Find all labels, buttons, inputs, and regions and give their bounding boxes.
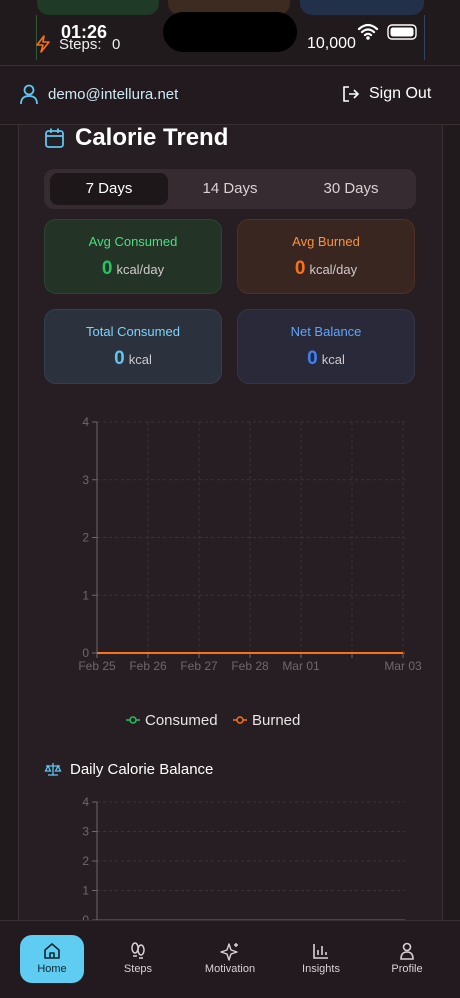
nav-item[interactable]: Steps — [106, 935, 170, 983]
nav-icon — [131, 942, 145, 959]
x-tick-label: Feb 28 — [231, 659, 269, 673]
y-tick-label: 1 — [82, 588, 89, 602]
stat-label: Avg Consumed — [88, 234, 178, 249]
section-title: Calorie Trend — [75, 124, 229, 151]
range-tab[interactable]: 7 Days — [50, 173, 168, 205]
stat-label: Avg Burned — [292, 234, 360, 249]
legend-label: Burned — [252, 712, 300, 729]
legend-label: Consumed — [145, 712, 218, 729]
user-email: demo@intellura.net — [48, 86, 179, 103]
nav-icon — [220, 943, 238, 961]
steps-label: Steps: — [59, 36, 102, 53]
stat-value: 0 kcal — [238, 348, 414, 370]
nav-item[interactable]: Insights — [289, 935, 353, 983]
stat-number: 0 — [114, 348, 125, 369]
balance-icon — [44, 763, 62, 776]
legend-marker — [129, 716, 137, 724]
sign-out[interactable]: Sign Out — [369, 85, 432, 102]
stat-label: Total Consumed — [86, 324, 180, 339]
stat-number: 0 — [294, 258, 306, 279]
nav-icon — [400, 942, 414, 960]
sign-out-icon[interactable] — [342, 85, 360, 103]
x-tick-label: Feb 25 — [78, 659, 116, 673]
y-tick-label: 4 — [82, 795, 89, 809]
y-tick-label: 1 — [82, 884, 89, 898]
y-tick-label: 2 — [82, 531, 89, 545]
steps-value: 0 — [112, 36, 121, 53]
x-tick-label: Mar 03 — [384, 659, 422, 673]
stat-value: 0 kcal/day — [238, 258, 414, 280]
status-time: 01:26 — [61, 22, 108, 42]
y-tick-label: 2 — [82, 854, 89, 868]
calendar-icon — [45, 128, 64, 148]
top-card — [168, 0, 290, 15]
notch — [163, 12, 297, 52]
stat-unit: kcal — [321, 352, 345, 367]
stat-value: 0 kcal/day — [45, 258, 221, 280]
stat-unit: kcal — [128, 352, 152, 367]
y-tick-label: 0 — [82, 646, 89, 660]
stat-card: Total Consumed 0 kcal — [44, 309, 222, 384]
stat-unit: kcal/day — [309, 262, 358, 277]
legend-marker — [236, 716, 244, 724]
card-edge — [36, 15, 37, 60]
card-edge — [424, 15, 425, 60]
y-tick-label: 0 — [82, 913, 89, 920]
range-tab[interactable]: 30 Days — [323, 180, 379, 197]
nav-label[interactable]: Home — [37, 963, 67, 975]
y-tick-label: 4 — [82, 415, 89, 429]
chart-title: Daily Calorie Balance — [70, 761, 213, 778]
x-tick-label: Mar 01 — [282, 659, 320, 673]
nav-item[interactable]: Motivation — [198, 935, 262, 983]
x-tick-label: Feb 27 — [180, 659, 218, 673]
stat-card: Net Balance 0 kcal — [237, 309, 415, 384]
nav-label[interactable]: Steps — [123, 963, 153, 975]
stat-card: Avg Consumed 0 kcal/day — [44, 219, 222, 294]
nav-item[interactable]: Profile — [375, 935, 439, 983]
y-tick-label: 3 — [82, 825, 89, 839]
top-card — [300, 0, 424, 15]
nav-label[interactable]: Motivation — [204, 963, 256, 975]
nav-icon — [313, 944, 328, 959]
user-icon — [20, 84, 38, 105]
charts: 0 1 2 3 4 Feb 25 Feb 26 Feb 27 Feb 28 Mar 01 Mar 0… — [44, 415, 422, 920]
stat-number: 0 — [101, 258, 113, 279]
y-tick-label: 3 — [82, 473, 89, 487]
range-tabs: 7 Days 14 Days 30 Days — [44, 169, 416, 209]
stat-unit: kcal/day — [116, 262, 165, 277]
nav-label[interactable]: Profile — [391, 963, 423, 975]
stat-card: Avg Burned 0 kcal/day — [237, 219, 415, 294]
bottom-nav: Home Steps Motivation Insights Profile — [0, 920, 460, 998]
nav-item[interactable]: Home — [20, 935, 84, 983]
stat-value: 0 kcal — [45, 348, 221, 370]
goal-value: 10,000 — [307, 35, 356, 52]
status-icons — [357, 23, 417, 40]
stat-number: 0 — [307, 348, 318, 369]
nav-label[interactable]: Insights — [302, 963, 340, 975]
bolt-icon — [36, 35, 50, 53]
range-tab[interactable]: 14 Days — [202, 180, 258, 197]
header: demo@intellura.net Sign Out — [0, 65, 460, 125]
x-tick-label: Feb 26 — [129, 659, 167, 673]
stat-label: Net Balance — [290, 324, 362, 339]
top-card — [37, 0, 159, 15]
nav-icon — [44, 943, 60, 959]
